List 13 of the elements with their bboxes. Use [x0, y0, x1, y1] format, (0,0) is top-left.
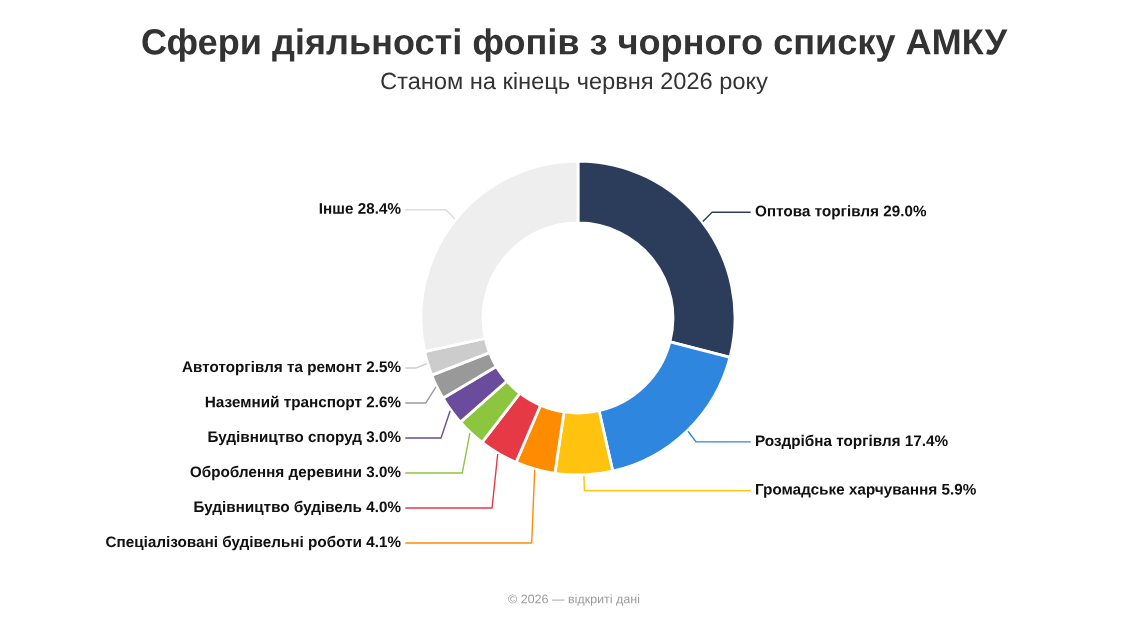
slice-label: Наземний транспорт 2.6%: [205, 395, 401, 411]
slice-label: Спеціалізовані будівельні роботи 4.1%: [106, 535, 401, 551]
text: © 2026 — відкриті дані: [508, 594, 640, 606]
slice-label: Громадське харчування 5.9%: [756, 483, 976, 498]
chart-subtitle: Станом на кінець червня 2026 року: [381, 72, 768, 95]
slice-label: Оброблення деревини 3.0%: [190, 465, 401, 481]
slice-label: Інше 28.4%: [319, 203, 401, 214]
slice-label: Будівництво споруд 3.0%: [208, 430, 401, 446]
slice-label: Роздрібна торгівля 17.4%: [756, 434, 948, 450]
slice-label: Оптова торгівля 29.0%: [755, 205, 927, 220]
slice-label: Будівництво будівель 4.0%: [194, 500, 401, 516]
slice-label: Автоторгівля та ремонт 2.5%: [182, 360, 401, 376]
chart-title: Сфери діяльності фопів з чорного списку АМКУ: [142, 28, 1008, 62]
